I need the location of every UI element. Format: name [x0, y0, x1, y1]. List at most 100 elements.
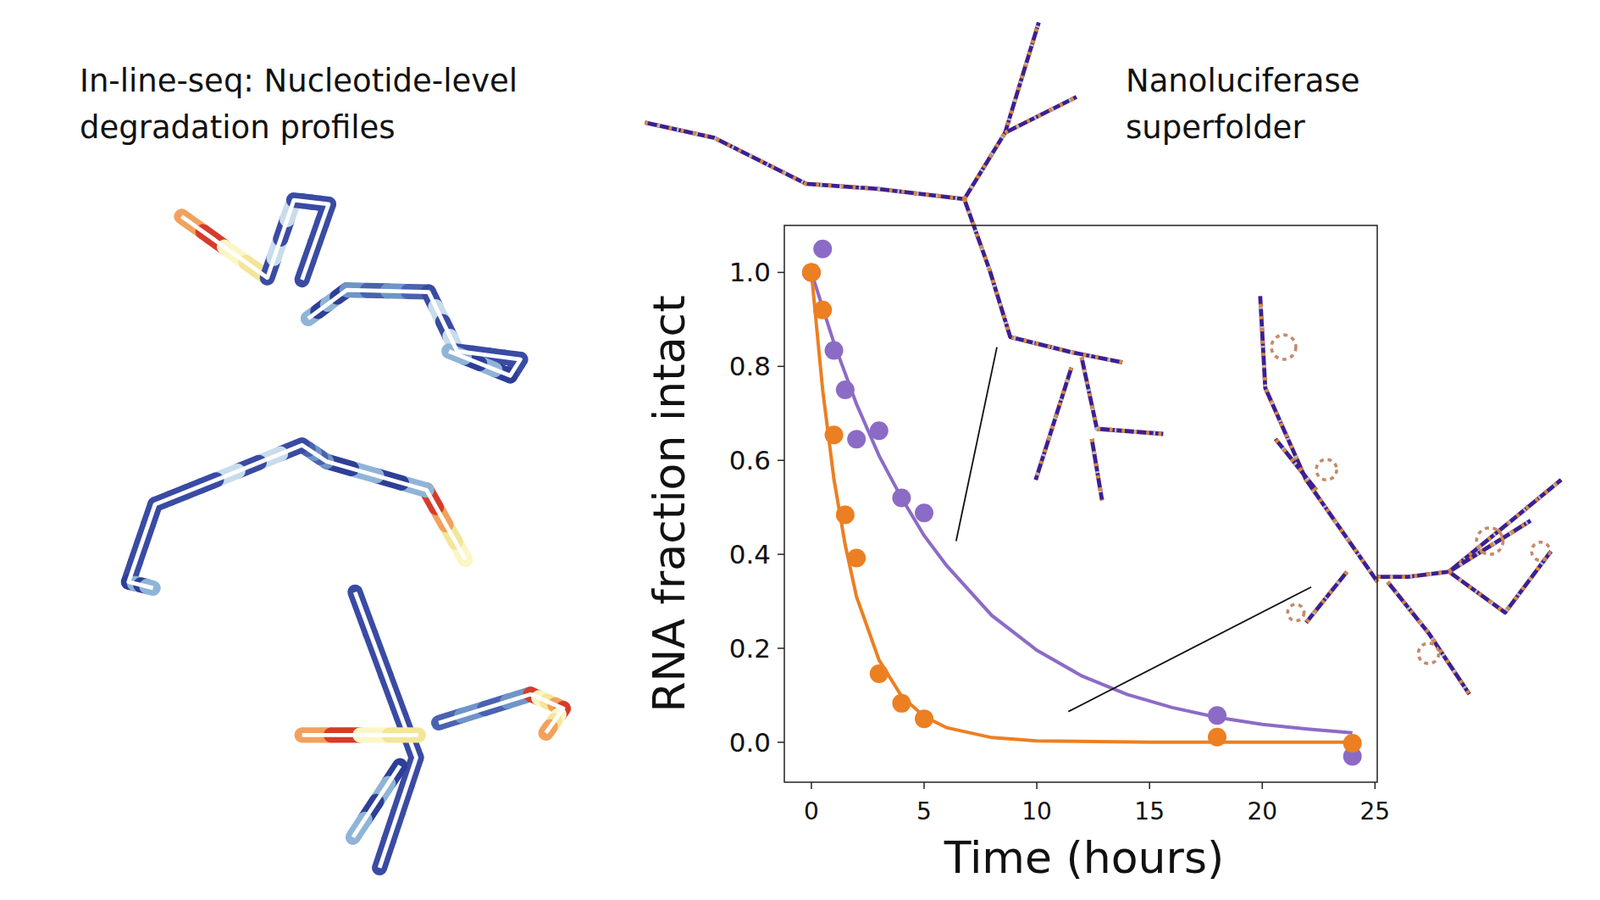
rna-helix [181, 199, 328, 280]
rna-strand-dots [1091, 438, 1102, 500]
rna-strand-dots [1377, 479, 1562, 576]
data-point [869, 664, 889, 683]
rna-loop [1476, 527, 1503, 554]
rna-strand-dots [644, 122, 964, 200]
rna-strand [1449, 520, 1531, 571]
y-axis-label: RNA fraction intact [643, 294, 695, 712]
x-tick [1374, 781, 1377, 789]
rna-strand-dots [1306, 571, 1347, 623]
rna-strand-dots [1449, 520, 1531, 571]
y-tick-label: 0.4 [729, 538, 771, 570]
x-tick-label: 5 [916, 797, 932, 825]
rna-strand-dots [963, 199, 1123, 363]
rna-loop [1418, 642, 1440, 664]
x-tick [1148, 781, 1151, 789]
rna-strand-dots [1377, 479, 1562, 576]
y-tick-label: 0.6 [729, 444, 771, 476]
x-axis-label: Time (hours) [943, 831, 1225, 883]
rna-strand [1091, 438, 1102, 500]
data-point [802, 262, 821, 282]
rna-strand [1035, 367, 1072, 481]
pointer-line [956, 347, 997, 542]
rna-loop [1271, 334, 1296, 360]
rna-groove [128, 444, 466, 588]
rna-strand [1081, 357, 1163, 434]
pointer-line [1068, 586, 1312, 712]
rna-strand-dots [1081, 357, 1163, 434]
data-point [802, 262, 821, 282]
data-point [869, 420, 889, 440]
rna-groove [353, 765, 400, 837]
rna-loop [1531, 542, 1551, 561]
rna-strand-dots [1035, 367, 1072, 481]
y-tick [777, 741, 785, 743]
y-tick-label: 0.2 [729, 632, 771, 664]
pointer-lines [956, 347, 1312, 712]
data-point [824, 340, 844, 360]
rna-strand-dots [1091, 438, 1102, 500]
rna-groove [308, 289, 521, 376]
rna-loop [1287, 603, 1304, 621]
rna-helix [128, 444, 466, 588]
rna-strand-dots [1260, 295, 1379, 582]
data-point [1343, 733, 1362, 753]
rna-strand-dots [963, 22, 1039, 200]
rna-tree [1260, 295, 1562, 694]
annotation: Nanoluciferase [1125, 62, 1361, 100]
data-point [824, 425, 844, 444]
rna-groove [438, 693, 564, 733]
data-point [847, 429, 866, 449]
rna-strand-dots [1005, 96, 1077, 133]
y-tick-label: 1.0 [729, 256, 771, 288]
rna-strand-dots [1275, 438, 1317, 490]
rna-helix [438, 693, 564, 733]
data-point [1207, 705, 1227, 725]
rna-strand-dots [1275, 438, 1317, 490]
rna-strand-dots [963, 199, 1123, 363]
data-point [891, 488, 911, 508]
x-tick-label: 20 [1246, 797, 1278, 825]
x-tick [810, 781, 813, 789]
rna-strand-dots [1005, 96, 1077, 133]
rna-strand-dots [1449, 520, 1531, 571]
data-point [914, 708, 934, 728]
rna-strand [963, 22, 1039, 200]
rna-strand [963, 199, 1123, 363]
rna-helix [308, 289, 521, 376]
x-tick-label: 15 [1134, 797, 1165, 825]
rna-strand [1306, 571, 1347, 623]
rna-strand-dots [1035, 367, 1072, 481]
data-point [813, 300, 832, 320]
figure: In-line-seq: Nucleotide-level degradation… [0, 0, 1600, 900]
rna-helix [353, 765, 400, 837]
rna-strand [644, 122, 964, 200]
x-tick [1262, 781, 1264, 789]
y-tick [777, 271, 785, 274]
annotation: degradation profiles [79, 109, 396, 146]
rna-strand-dots [644, 122, 964, 200]
data-point [835, 505, 855, 525]
annotation: In-line-seq: Nucleotide-level [79, 62, 518, 100]
rna-groove [181, 199, 328, 280]
plot-frame [784, 225, 1378, 782]
y-tick [777, 365, 785, 368]
data-point [847, 548, 866, 568]
background [0, 0, 1600, 900]
rna-strand-dots [1387, 581, 1469, 695]
rna-strand-dots [1306, 571, 1347, 623]
data-point [813, 239, 832, 259]
rna-groove [302, 732, 419, 737]
y-tick-label: 0.8 [729, 350, 771, 382]
data-point [1207, 727, 1227, 747]
rna-strand-dots [1387, 581, 1469, 695]
y-tick [777, 553, 785, 555]
data-point [891, 693, 911, 713]
y-tick-label: 0.0 [729, 726, 771, 758]
x-tick [923, 781, 925, 789]
rna-strand [1260, 295, 1379, 582]
y-tick [777, 459, 785, 461]
rna-strand [1005, 96, 1077, 133]
rna-strand-dots [1081, 357, 1163, 434]
rna-strand-dots [1260, 295, 1379, 582]
x-tick-label: 10 [1021, 797, 1052, 825]
